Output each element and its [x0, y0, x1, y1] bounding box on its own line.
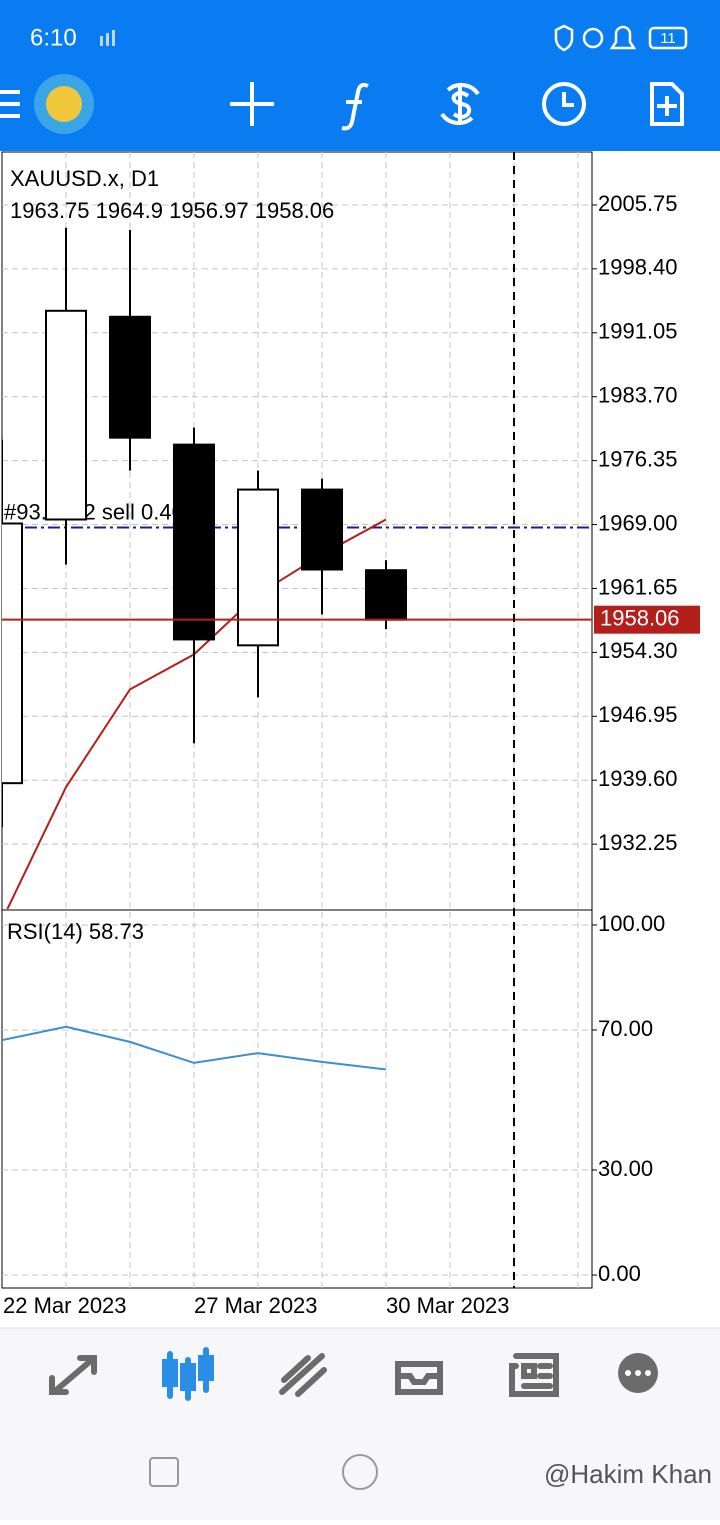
chart-title: XAUUSD.x, D1	[10, 166, 159, 191]
bottom-nav	[0, 1328, 720, 1520]
menu-button[interactable]	[0, 90, 20, 118]
y-tick-label: 1954.30	[598, 638, 678, 663]
close-value: 1958.06	[255, 198, 335, 223]
history-tab[interactable]	[395, 1361, 443, 1395]
status-icons	[554, 24, 688, 52]
x-tick-label: 30 Mar 2023	[386, 1293, 510, 1318]
rsi-panel	[2, 924, 592, 1276]
axes: 2005.75 1998.40 1991.05 1983.70 1976.35 1969.…	[3, 191, 700, 1318]
chart-frame	[1, 151, 593, 1289]
price-tag	[594, 605, 700, 634]
crosshair-button[interactable]	[230, 82, 274, 126]
quotes-tab[interactable]	[49, 1355, 97, 1395]
rsi-info: RSI(14) 58.73	[7, 919, 144, 944]
candle-body	[109, 315, 151, 439]
candle-body	[237, 488, 279, 647]
y-tick-label: 1976.35	[598, 446, 678, 471]
candle-body	[45, 309, 87, 521]
trade-button[interactable]	[440, 82, 480, 126]
x-tick-label: 22 Mar 2023	[3, 1293, 127, 1318]
chart-tab[interactable]	[162, 1347, 214, 1401]
indicators-button[interactable]	[341, 82, 369, 131]
y-tick-label: 1998.40	[598, 255, 678, 280]
order-label: #93...572 sell 0.40	[4, 499, 184, 524]
battery-level: 11	[660, 30, 676, 47]
y-tick-label: 2005.75	[598, 191, 678, 216]
new-order-button[interactable]	[650, 82, 684, 126]
candle-body	[365, 569, 407, 621]
rsi-value: 58.73	[89, 919, 144, 944]
rsi-tick-label: 70.00	[598, 1016, 653, 1041]
news-tab[interactable]	[509, 1353, 559, 1397]
y-tick-label: 1932.25	[598, 830, 678, 855]
trade-tab[interactable]	[279, 1353, 327, 1397]
app-logo-core	[46, 86, 82, 122]
y-tick-label: 1961.65	[598, 574, 678, 599]
candle-body	[2, 522, 23, 785]
x-tick-label: 27 Mar 2023	[194, 1293, 318, 1318]
y-tick-label: 1969.00	[598, 510, 678, 535]
candle-body	[301, 488, 343, 571]
rsi-tick-label: 0.00	[598, 1261, 641, 1286]
y-tick-label: 1991.05	[598, 319, 678, 344]
y-tick-label: 1983.70	[598, 383, 678, 408]
watermark: @Hakim Khan	[544, 1459, 712, 1489]
rsi-tick-label: 30.00	[598, 1156, 653, 1181]
y-tick-label: 1946.95	[598, 702, 678, 727]
recents-button[interactable]	[149, 1457, 179, 1487]
price-tag-label: 1958.06	[600, 605, 680, 630]
open-value: 1963.75	[10, 198, 90, 223]
rsi-line	[2, 1025, 387, 1071]
chat-dots	[625, 1370, 651, 1376]
candle-body	[173, 443, 215, 641]
signal-icon	[100, 30, 115, 46]
clock: 6:10	[30, 24, 77, 51]
price-panel: #93...572 sell 0.40	[2, 204, 592, 909]
ohlc-info: 1963.75 1964.9 1956.97 1958.06	[10, 198, 334, 223]
app-bar	[0, 0, 720, 151]
low-value: 1956.97	[169, 198, 249, 223]
y-tick-label: 1939.60	[598, 766, 678, 791]
rsi-title: RSI(14)	[7, 919, 83, 944]
home-button[interactable]	[342, 1454, 378, 1490]
timeframe-button[interactable]	[542, 82, 586, 126]
rsi-tick-label: 100.00	[598, 911, 665, 936]
high-value: 1964.9	[96, 198, 163, 223]
